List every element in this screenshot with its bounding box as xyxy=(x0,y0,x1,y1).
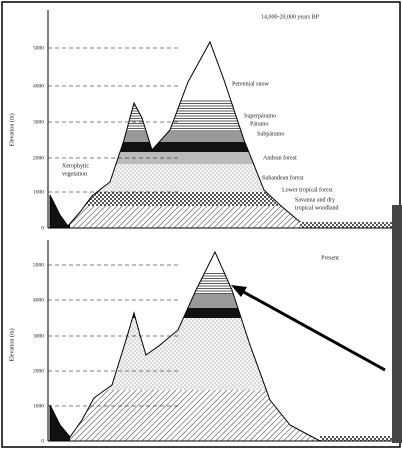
zone-label: Perennial snow xyxy=(232,81,269,87)
tick-label: 0 xyxy=(41,225,44,231)
tick-label: 3000 xyxy=(33,333,44,339)
period-label: 14,000-20,000 years BP xyxy=(261,14,320,20)
period-label: Present xyxy=(321,255,339,261)
y-axis-label: Elevation (m) xyxy=(8,328,15,361)
y-axis-label: Elevation (m) xyxy=(8,113,15,146)
lowland-top xyxy=(300,222,392,228)
zone-label: vegetation xyxy=(62,171,87,177)
tick-label: 1000 xyxy=(33,403,44,409)
zone-label: Xerophytic xyxy=(62,163,89,169)
zone-label: Subandean forest xyxy=(262,174,304,181)
lowland-bottom xyxy=(320,436,392,441)
tick-label: 0 xyxy=(41,438,44,444)
zone-label: Superpáramo xyxy=(244,113,276,119)
zone-label: Lower tropical forest xyxy=(282,186,333,193)
tick-label: 4000 xyxy=(33,297,44,303)
photo-edge xyxy=(392,205,402,443)
zone-label: Savanna and dry xyxy=(295,197,335,203)
zone-label: tropical woodland xyxy=(295,205,339,211)
tick-label: 1000 xyxy=(33,189,44,195)
zone-label: Andean forest xyxy=(263,154,297,161)
tick-label: 5000 xyxy=(33,45,44,51)
tick-label: 2000 xyxy=(33,368,44,374)
tick-label: 4000 xyxy=(33,83,44,89)
zone-label: Subpáramo xyxy=(257,131,284,137)
tick-label: 2000 xyxy=(33,155,44,161)
zone-label: Páramo xyxy=(250,121,268,127)
figure: 14,000-20,000 years BP Elevation (m) 5000 4… xyxy=(0,0,402,449)
tick-label: 5000 xyxy=(33,262,44,268)
tick-label: 3000 xyxy=(33,119,44,125)
